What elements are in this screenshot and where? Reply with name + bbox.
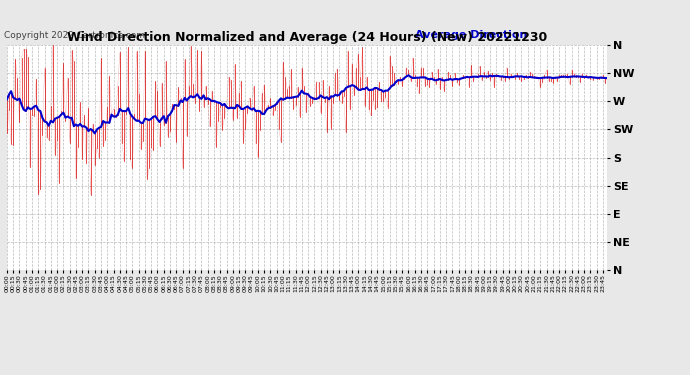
Title: Wind Direction Normalized and Average (24 Hours) (New) 20221230: Wind Direction Normalized and Average (2… [67, 31, 547, 44]
Text: Average Direction: Average Direction [415, 30, 527, 40]
Text: Copyright 2022 Cartronics.com: Copyright 2022 Cartronics.com [4, 32, 145, 40]
